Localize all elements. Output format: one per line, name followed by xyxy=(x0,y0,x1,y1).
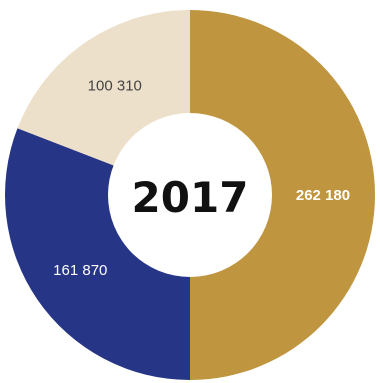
center-year-label: 2017 xyxy=(132,173,249,222)
slice-value-label-3: 100 310 xyxy=(88,77,142,94)
slice-labels-layer: 262 180 161 870 100 310 xyxy=(53,77,350,279)
donut-slice-1 xyxy=(190,10,375,380)
slice-value-label-1: 262 180 xyxy=(296,187,350,204)
slice-value-label-2: 161 870 xyxy=(53,262,107,279)
donut-center-hole xyxy=(108,113,272,277)
